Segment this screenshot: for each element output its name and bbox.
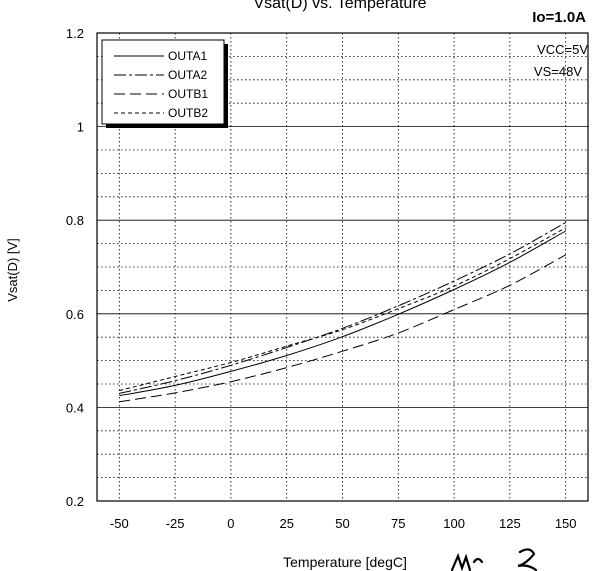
series-line-outb2	[119, 227, 566, 392]
x-tick-label: 75	[391, 516, 405, 531]
series-line-outa1	[119, 230, 566, 397]
chart-title: Vsat(D) vs. Temperature	[253, 0, 426, 12]
series-line-outb1	[119, 254, 566, 403]
y-axis-label: Vsat(D) [V]	[5, 238, 20, 302]
x-tick-label: -25	[166, 516, 185, 531]
y-tick-label: 0.6	[66, 307, 84, 322]
x-tick-label: 50	[335, 516, 349, 531]
y-tick-label: 0.2	[66, 494, 84, 509]
y-tick-label: 0.4	[66, 400, 84, 415]
annotation-vcc: VCC=5V	[537, 42, 588, 57]
legend-label: OUTA2	[168, 68, 207, 82]
x-tick-label: -50	[110, 516, 129, 531]
plot-frame	[96, 32, 589, 502]
annotation-vs: VS=48V	[534, 64, 582, 79]
series-line-outa2	[119, 222, 566, 394]
x-tick-label: 25	[279, 516, 293, 531]
y-tick-label: 1	[77, 120, 84, 135]
x-tick-label: 0	[227, 516, 234, 531]
x-tick-label: 100	[443, 516, 465, 531]
legend-label: OUTB2	[168, 106, 208, 120]
x-tick-label: 125	[499, 516, 521, 531]
condition-label: Io=1.0A	[532, 9, 586, 26]
x-tick-label: 150	[555, 516, 577, 531]
y-tick-label: 0.8	[66, 213, 84, 228]
legend-label: OUTA1	[168, 49, 207, 63]
legend-label: OUTB1	[168, 87, 208, 101]
y-tick-label: 1.2	[66, 26, 84, 41]
legend-box	[101, 39, 225, 125]
x-axis-label: Temperature [degC]	[283, 554, 407, 570]
handwritten-signature	[450, 548, 538, 571]
